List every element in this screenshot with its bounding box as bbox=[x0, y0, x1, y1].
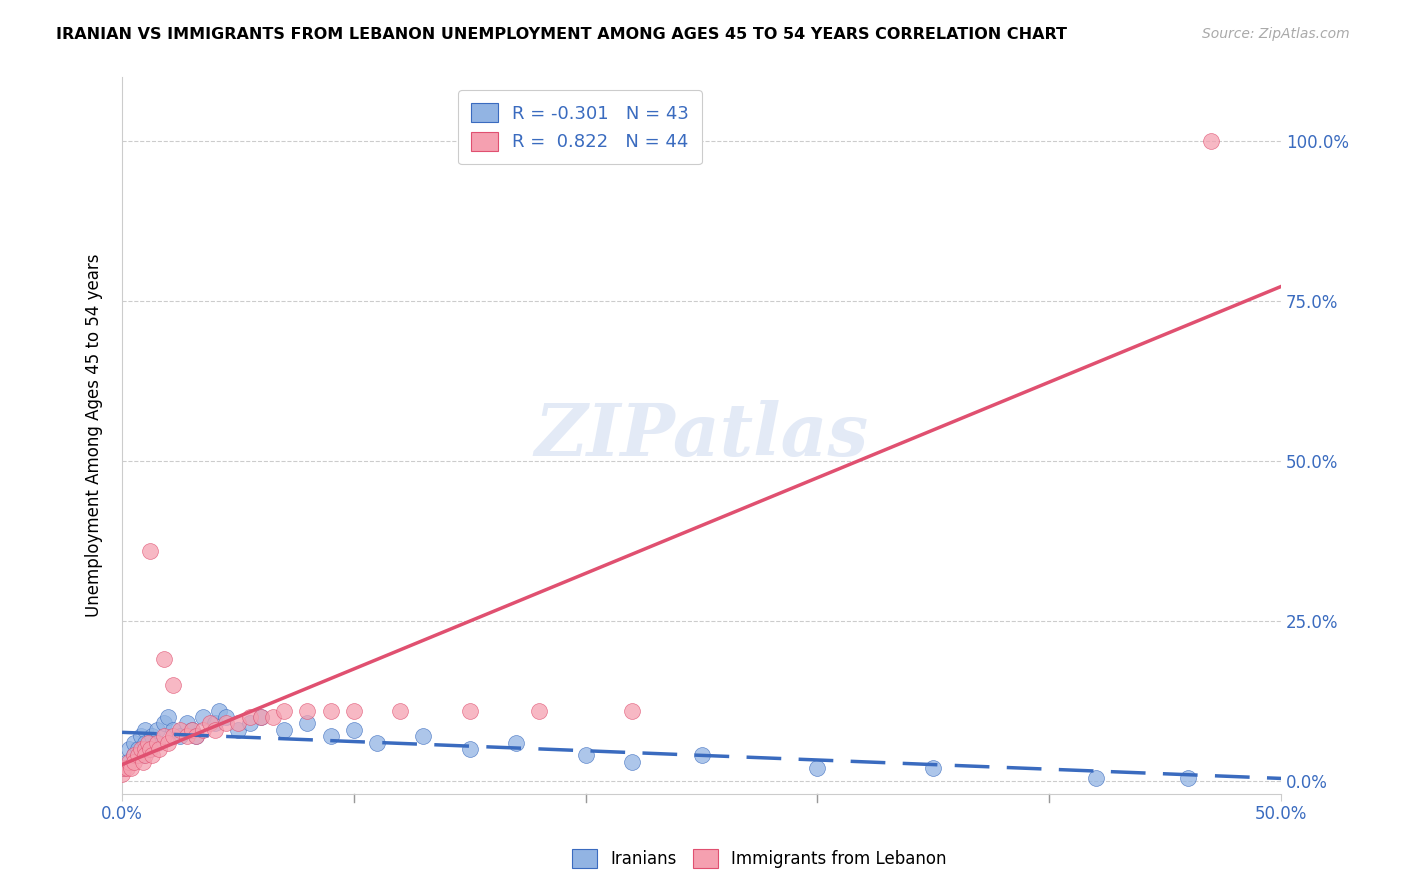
Point bbox=[1177, 771, 1199, 785]
Point bbox=[157, 710, 180, 724]
Point bbox=[273, 704, 295, 718]
Point bbox=[575, 748, 598, 763]
Point bbox=[215, 716, 238, 731]
Point bbox=[238, 710, 260, 724]
Point bbox=[134, 748, 156, 763]
Point bbox=[250, 710, 273, 724]
Point bbox=[115, 755, 138, 769]
Point bbox=[1201, 135, 1223, 149]
Point bbox=[273, 723, 295, 737]
Point bbox=[122, 748, 145, 763]
Point bbox=[132, 755, 155, 769]
Point bbox=[122, 755, 145, 769]
Text: IRANIAN VS IMMIGRANTS FROM LEBANON UNEMPLOYMENT AMONG AGES 45 TO 54 YEARS CORREL: IRANIAN VS IMMIGRANTS FROM LEBANON UNEMP… bbox=[56, 27, 1067, 42]
Legend: Iranians, Immigrants from Lebanon: Iranians, Immigrants from Lebanon bbox=[565, 843, 953, 875]
Y-axis label: Unemployment Among Ages 45 to 54 years: Unemployment Among Ages 45 to 54 years bbox=[86, 254, 103, 617]
Point bbox=[162, 678, 184, 692]
Point bbox=[176, 716, 198, 731]
Point bbox=[620, 755, 643, 769]
Point bbox=[1084, 771, 1107, 785]
Point bbox=[262, 710, 284, 724]
Point bbox=[250, 710, 273, 724]
Point bbox=[226, 716, 249, 731]
Point bbox=[162, 723, 184, 737]
Point bbox=[139, 742, 162, 756]
Point bbox=[127, 748, 149, 763]
Text: Source: ZipAtlas.com: Source: ZipAtlas.com bbox=[1202, 27, 1350, 41]
Point bbox=[112, 761, 135, 775]
Point bbox=[134, 742, 156, 756]
Point bbox=[139, 543, 162, 558]
Point bbox=[529, 704, 551, 718]
Point bbox=[204, 716, 226, 731]
Point bbox=[136, 735, 159, 749]
Point bbox=[122, 735, 145, 749]
Point bbox=[146, 735, 169, 749]
Point bbox=[169, 723, 191, 737]
Point bbox=[505, 735, 527, 749]
Legend: R = -0.301   N = 43, R =  0.822   N = 44: R = -0.301 N = 43, R = 0.822 N = 44 bbox=[458, 90, 702, 164]
Point bbox=[111, 767, 134, 781]
Point bbox=[120, 761, 142, 775]
Point bbox=[146, 735, 169, 749]
Point bbox=[458, 704, 481, 718]
Text: ZIPatlas: ZIPatlas bbox=[534, 400, 869, 471]
Point bbox=[141, 748, 163, 763]
Point bbox=[186, 729, 208, 743]
Point bbox=[366, 735, 388, 749]
Point bbox=[176, 729, 198, 743]
Point bbox=[180, 723, 202, 737]
Point bbox=[139, 742, 162, 756]
Point bbox=[690, 748, 713, 763]
Point bbox=[319, 729, 342, 743]
Point bbox=[162, 729, 184, 743]
Point bbox=[458, 742, 481, 756]
Point bbox=[152, 729, 174, 743]
Point bbox=[319, 704, 342, 718]
Point bbox=[186, 729, 208, 743]
Point bbox=[238, 716, 260, 731]
Point bbox=[297, 704, 319, 718]
Point bbox=[134, 723, 156, 737]
Point bbox=[148, 742, 170, 756]
Point bbox=[129, 742, 152, 756]
Point bbox=[204, 723, 226, 737]
Point bbox=[152, 716, 174, 731]
Point bbox=[118, 742, 141, 756]
Point bbox=[193, 723, 215, 737]
Point bbox=[180, 723, 202, 737]
Point bbox=[208, 704, 231, 718]
Point bbox=[152, 652, 174, 666]
Point bbox=[129, 729, 152, 743]
Point bbox=[226, 723, 249, 737]
Point bbox=[134, 735, 156, 749]
Point bbox=[169, 729, 191, 743]
Point bbox=[412, 729, 434, 743]
Point bbox=[343, 723, 366, 737]
Point bbox=[127, 742, 149, 756]
Point bbox=[111, 761, 134, 775]
Point bbox=[806, 761, 828, 775]
Point bbox=[198, 716, 221, 731]
Point bbox=[122, 748, 145, 763]
Point bbox=[343, 704, 366, 718]
Point bbox=[193, 710, 215, 724]
Point bbox=[215, 710, 238, 724]
Point bbox=[620, 704, 643, 718]
Point bbox=[118, 755, 141, 769]
Point bbox=[146, 723, 169, 737]
Point bbox=[132, 748, 155, 763]
Point bbox=[157, 735, 180, 749]
Point bbox=[141, 729, 163, 743]
Point bbox=[115, 761, 138, 775]
Point bbox=[389, 704, 412, 718]
Point bbox=[922, 761, 945, 775]
Point bbox=[297, 716, 319, 731]
